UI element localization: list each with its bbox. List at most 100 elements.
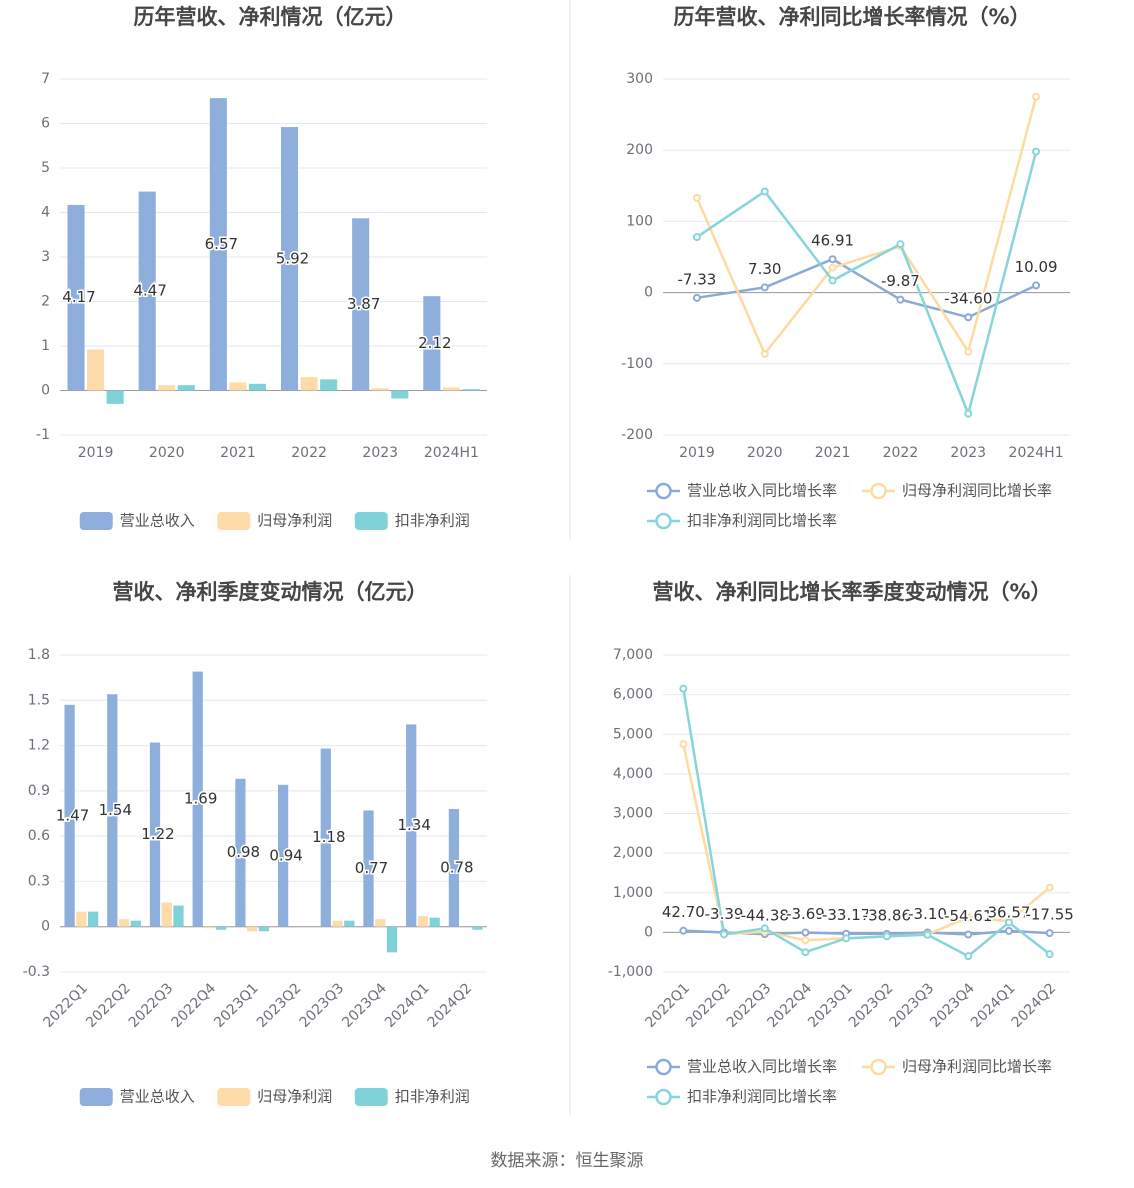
point [1032,281,1041,290]
point [692,293,701,302]
data-label: 1.22 [141,825,174,843]
legend-label: 营业总收入 [120,1088,195,1106]
bar [462,389,480,391]
x-tick-label: 2019 [78,445,114,461]
y-tick-label: -1 [36,427,50,443]
data-label: -17.55 [1025,906,1073,924]
y-tick-label: 5 [41,160,50,176]
bar [247,926,258,932]
point [828,276,837,285]
data-label: 42.70 [662,903,705,921]
y-tick-label: -200 [621,427,653,443]
bar [235,778,246,927]
bar [64,704,75,927]
x-tick-label: 2023Q1 [805,980,856,1031]
bar [149,742,161,927]
bar [280,127,299,391]
y-tick-label: 1,000 [613,885,653,901]
bar [371,388,389,391]
x-tick-label: 2022 [291,445,327,461]
x-tick-label: 2023Q3 [297,980,348,1031]
y-tick-label: 1.2 [28,738,50,754]
bar [209,98,227,391]
data-label: 2.12 [418,334,451,352]
y-tick-label: 4 [41,205,50,221]
bar [423,296,441,391]
bar [300,377,318,391]
point [1045,950,1054,959]
x-tick-label: 2022Q2 [683,980,734,1031]
y-tick-label: -1,000 [608,964,653,980]
data-label: 1.47 [56,806,89,824]
point [964,952,973,961]
data-label: 0.98 [227,843,260,861]
data-label: 6.57 [205,235,238,253]
y-tick-label: 0 [41,919,50,935]
data-label: 7.30 [748,260,781,278]
bar [406,724,417,927]
bar [417,916,429,927]
y-tick-label: 3,000 [613,806,653,822]
legend-label: 归母净利润 [257,512,332,530]
x-tick-label: 2020 [149,445,185,461]
bar [216,926,227,930]
data-label: 10.09 [1015,258,1058,276]
point [896,240,905,249]
legend-label: 营业总收入同比增长率 [687,1058,837,1076]
data-label: 36.57 [987,903,1030,921]
bar [87,911,99,927]
data-label: 1.18 [312,828,345,846]
data-label: 0.94 [269,846,302,864]
legend-label: 扣非净利润 [395,1088,470,1106]
bar [442,387,460,391]
legend-swatch [655,482,672,500]
series-line [695,96,1038,357]
point [964,913,973,922]
legend-label: 扣非净利润同比增长率 [687,512,837,530]
data-label: 3.87 [347,295,380,313]
data-label: -44.38 [741,907,789,925]
legend-swatch [870,482,887,500]
bar [177,385,195,391]
point [679,740,688,749]
y-tick-label: 0.9 [28,783,50,799]
point [1045,929,1054,938]
point [679,926,688,935]
y-tick-label: 2 [41,294,50,310]
point [828,263,837,272]
point [1004,918,1013,927]
y-tick-label: 7 [41,71,50,87]
y-tick-label: 7,000 [613,647,653,663]
legend-label: 归母净利润 [257,1088,332,1106]
y-tick-label: 4,000 [613,766,653,782]
y-tick-label: 6,000 [613,687,653,703]
data-label: 0.78 [440,858,473,876]
data-label: 1.54 [99,801,132,819]
point [923,930,932,939]
y-tick-label: -100 [621,356,653,372]
legend-swatch [655,1058,672,1076]
y-tick-label: 0.3 [28,873,50,889]
legend-swatch [655,1088,672,1106]
point [760,187,769,196]
chart-title: 历年营收、净利情况（亿元） [134,5,407,29]
data-label: -54.61 [944,907,992,925]
series-line [682,688,1051,958]
bar [277,784,289,927]
bar [391,390,409,399]
data-label: 1.34 [398,816,431,834]
bar [130,920,141,927]
x-tick-label: 2023 [950,445,986,461]
y-tick-label: 3 [41,249,50,265]
legend-label: 扣非净利润同比增长率 [687,1088,837,1106]
point [882,932,891,941]
x-tick-label: 2023Q4 [339,980,390,1031]
legend-swatch [217,512,251,530]
point [801,948,810,957]
y-tick-label: 100 [626,213,653,229]
legend-label: 扣非净利润 [395,512,470,530]
chart-title: 营收、净利同比增长率季度变动情况（%） [652,580,1051,604]
data-label: -34.60 [944,290,992,308]
bar [332,920,343,927]
